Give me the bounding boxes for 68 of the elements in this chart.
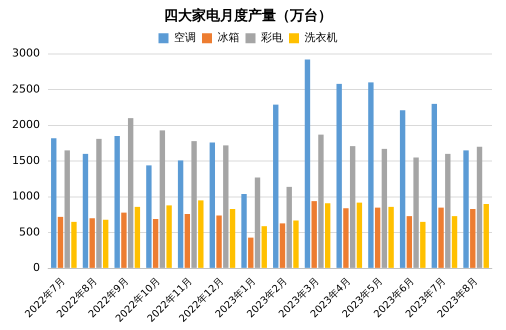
bar bbox=[445, 154, 450, 268]
bar bbox=[406, 216, 412, 268]
bar bbox=[51, 138, 56, 268]
bar bbox=[318, 134, 324, 268]
legend-label: 洗衣机 bbox=[304, 31, 338, 44]
bar bbox=[210, 142, 216, 268]
bar bbox=[248, 238, 254, 268]
y-tick-label: 1500 bbox=[12, 154, 40, 167]
bar bbox=[388, 206, 394, 268]
bar bbox=[223, 145, 228, 268]
bar bbox=[280, 223, 286, 268]
y-tick-label: 2000 bbox=[12, 118, 40, 132]
bar bbox=[420, 222, 426, 268]
bar bbox=[343, 208, 349, 268]
bar bbox=[484, 204, 489, 268]
bar bbox=[102, 220, 108, 268]
bar bbox=[184, 214, 190, 268]
bar bbox=[64, 150, 70, 268]
bar bbox=[438, 208, 444, 268]
bar bbox=[374, 208, 380, 268]
bar bbox=[128, 118, 134, 268]
bar bbox=[178, 160, 184, 268]
bar bbox=[152, 219, 158, 268]
bar bbox=[350, 146, 356, 268]
bar bbox=[470, 209, 476, 268]
bar bbox=[400, 110, 406, 268]
bar bbox=[160, 130, 166, 268]
bar bbox=[166, 205, 172, 268]
bar bbox=[198, 200, 204, 268]
bar bbox=[273, 104, 278, 268]
bar bbox=[114, 136, 120, 268]
bar bbox=[146, 165, 152, 268]
legend-label: 空调 bbox=[174, 31, 196, 44]
bar bbox=[191, 141, 197, 268]
bar bbox=[230, 209, 236, 268]
bar bbox=[134, 206, 140, 268]
bar bbox=[452, 216, 458, 268]
bar bbox=[476, 146, 482, 268]
legend-label: 冰箱 bbox=[218, 31, 240, 44]
bar bbox=[58, 216, 64, 268]
bar bbox=[293, 220, 299, 268]
bar bbox=[96, 138, 102, 268]
bar bbox=[413, 158, 419, 268]
bar bbox=[254, 178, 260, 268]
bar bbox=[382, 148, 388, 268]
bar bbox=[241, 194, 247, 268]
bar bbox=[82, 154, 88, 268]
bar bbox=[312, 201, 317, 268]
bar bbox=[90, 218, 95, 268]
legend-label: 彩电 bbox=[261, 31, 283, 44]
y-tick-label: 0 bbox=[32, 261, 40, 274]
bar bbox=[121, 212, 127, 268]
y-tick-label: 2500 bbox=[12, 82, 40, 96]
bar bbox=[324, 203, 330, 268]
bar bbox=[432, 104, 438, 268]
bar bbox=[262, 226, 267, 268]
chart-title: 四大家电月度产量（万台） bbox=[164, 7, 332, 24]
bar bbox=[336, 84, 342, 268]
y-tick-label: 1000 bbox=[12, 190, 40, 203]
bar bbox=[368, 82, 374, 268]
bar bbox=[463, 150, 469, 268]
bar bbox=[356, 202, 362, 268]
y-tick-label: 3000 bbox=[12, 46, 40, 60]
bar bbox=[304, 60, 310, 268]
bar bbox=[216, 215, 222, 268]
bar bbox=[71, 222, 77, 268]
bar bbox=[286, 186, 292, 268]
y-tick-label: 500 bbox=[18, 225, 40, 238]
